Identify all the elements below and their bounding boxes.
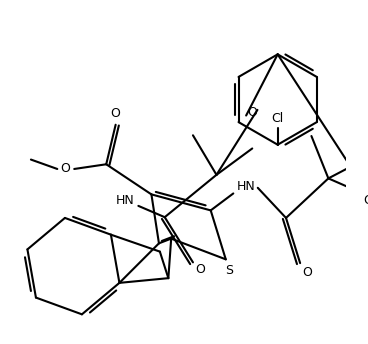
Text: S: S [226,264,234,277]
Text: O: O [303,266,312,279]
Text: O: O [363,194,368,206]
Text: O: O [60,162,70,175]
Text: O: O [111,107,121,120]
Text: O: O [195,264,205,276]
Text: Cl: Cl [272,112,284,125]
Text: HN: HN [237,180,256,193]
Text: HN: HN [116,194,135,207]
Text: O: O [247,106,257,119]
